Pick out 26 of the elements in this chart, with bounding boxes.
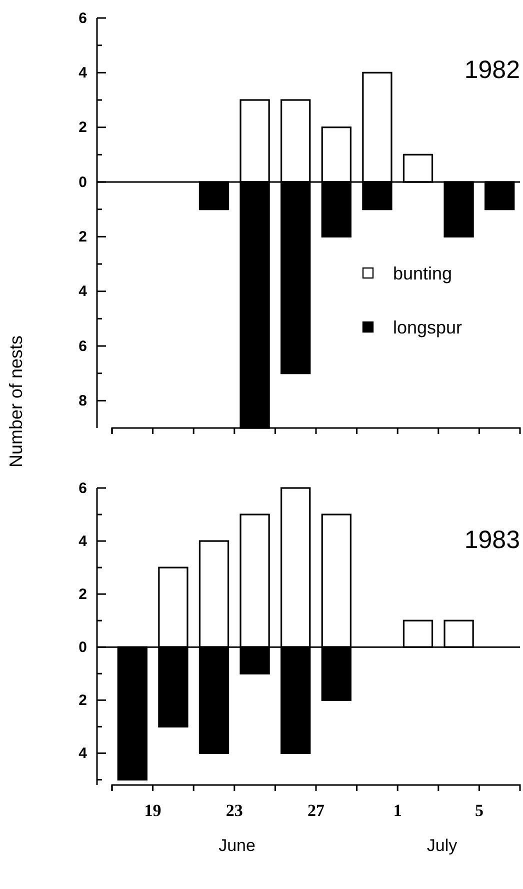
- y-tick-label: 8: [78, 392, 87, 410]
- y-tick-label: 2: [78, 586, 87, 603]
- text: 1983: [464, 526, 520, 554]
- text: July: [426, 836, 458, 855]
- y-tick-label: 2: [78, 119, 87, 136]
- y-tick-label: 2: [78, 692, 87, 709]
- y-axis-title: Number of nests: [6, 335, 26, 468]
- legend-label: longspur: [393, 317, 462, 338]
- x-tick-label: 5: [474, 801, 484, 820]
- x-tick-label: 27: [308, 801, 325, 820]
- y-tick-label: 6: [78, 338, 87, 355]
- y-tick-label: 6: [78, 10, 87, 27]
- y-tick-label: 0: [78, 638, 87, 656]
- y-tick-label: 4: [78, 64, 88, 82]
- legend-label: bunting: [393, 263, 452, 284]
- x-tick-label: 23: [226, 801, 243, 820]
- y-tick-label: 2: [78, 228, 87, 246]
- y-tick-label: 4: [78, 283, 88, 300]
- y-tick-label: 6: [78, 480, 87, 497]
- text: June: [218, 836, 256, 855]
- y-tick-label: 0: [78, 174, 87, 191]
- x-tick-label: 1: [393, 801, 402, 820]
- y-tick-label: 4: [78, 744, 88, 762]
- x-tick-label: 19: [144, 801, 162, 820]
- y-tick-label: 4: [78, 532, 88, 550]
- text: 1982: [464, 56, 520, 84]
